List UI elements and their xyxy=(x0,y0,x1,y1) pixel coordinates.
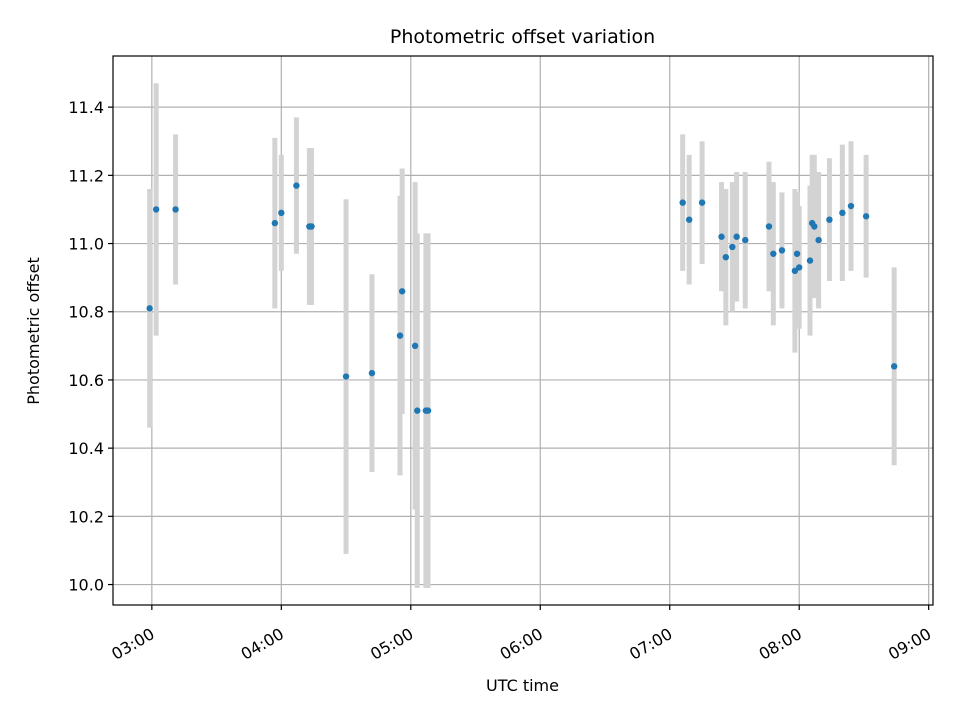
y-tick-label: 10.6 xyxy=(68,371,104,390)
x-axis-title: UTC time xyxy=(486,676,559,695)
data-point xyxy=(796,264,803,271)
data-point xyxy=(791,267,799,275)
y-tick-label: 10.0 xyxy=(68,576,104,595)
data-points xyxy=(146,182,898,414)
data-point xyxy=(308,223,315,230)
data-point xyxy=(271,219,279,227)
data-point xyxy=(398,288,406,295)
y-tick-label: 10.2 xyxy=(68,507,104,526)
data-point xyxy=(770,250,777,257)
data-point xyxy=(733,233,740,240)
data-point xyxy=(396,332,404,339)
plot-frame xyxy=(112,55,934,606)
data-point xyxy=(826,216,833,223)
y-tick-label: 11.2 xyxy=(68,166,104,185)
data-point xyxy=(293,182,300,189)
data-point xyxy=(685,216,693,223)
y-axis-ticks: 10.0 10.2 10.4 10.6 10.8 11.0 11.2 11.4 xyxy=(68,98,113,595)
data-point xyxy=(424,407,432,414)
data-point xyxy=(815,236,822,244)
data-point xyxy=(411,342,419,350)
y-tick-label: 10.4 xyxy=(68,439,104,458)
data-point xyxy=(862,213,870,220)
data-point xyxy=(698,199,706,206)
data-point xyxy=(811,223,818,230)
data-point xyxy=(765,223,773,230)
data-point xyxy=(729,243,736,251)
chart-title: Photometric offset variation xyxy=(390,26,655,48)
y-tick-label: 10.8 xyxy=(68,303,104,322)
data-point xyxy=(890,363,898,370)
data-point xyxy=(722,253,730,261)
data-point xyxy=(146,305,153,312)
y-axis-title: Photometric offset xyxy=(24,257,43,405)
data-point xyxy=(742,236,749,244)
y-tick-label: 11.4 xyxy=(68,98,104,117)
data-point xyxy=(806,257,814,264)
data-point xyxy=(368,369,376,377)
data-point xyxy=(342,373,350,380)
data-point xyxy=(152,206,160,213)
data-point xyxy=(847,202,855,210)
data-point xyxy=(839,209,846,217)
data-point xyxy=(679,199,686,206)
data-point xyxy=(718,233,725,240)
data-point xyxy=(793,250,801,257)
data-point xyxy=(278,209,285,217)
data-point xyxy=(414,407,421,414)
data-point xyxy=(172,206,179,213)
data-point xyxy=(778,247,786,254)
y-tick-label: 11.0 xyxy=(68,235,104,254)
